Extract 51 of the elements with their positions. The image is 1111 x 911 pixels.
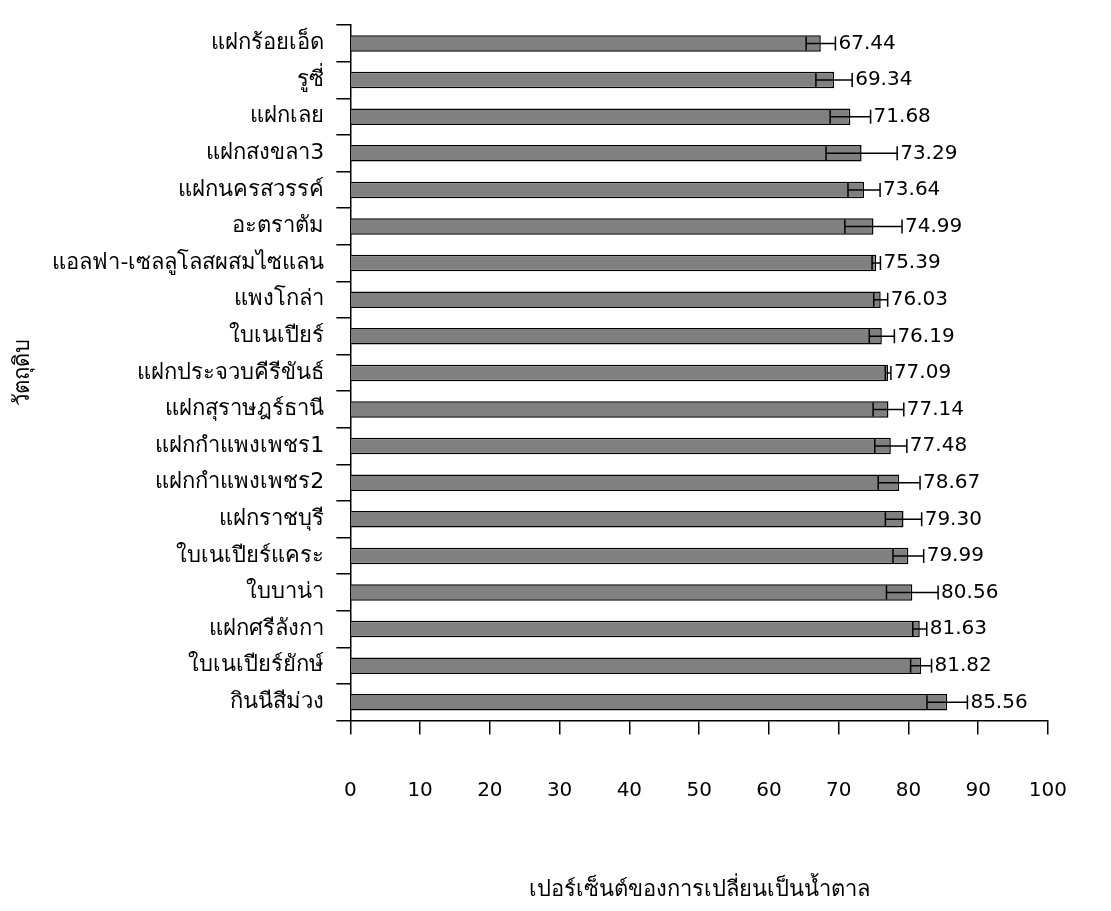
y-tick-label: ใบเนเปียร์แคระ: [176, 541, 325, 567]
y-tick-label: แฝกสงขลา3: [206, 139, 325, 165]
y-tick-label: แพงโกล่า: [234, 285, 325, 311]
y-tick-label: แฝกกำแพงเพชร1: [155, 431, 325, 457]
data-label: 74.99: [905, 212, 963, 237]
y-tick-label: แอลฟา-เซลลูโลสผสมไซแลน: [52, 248, 325, 275]
data-label: 73.29: [900, 139, 958, 164]
y-tick-label: แฝกสุราษฎร์ธานี: [165, 395, 325, 422]
x-tick-label: 0: [343, 776, 357, 801]
x-axis-title: เปอร์เซ็นต์ของการเปลี่ยนเป็นน้ำตาล: [528, 872, 870, 901]
y-tick-label: แฝกศรีลังกา: [209, 614, 325, 640]
data-label: 77.14: [906, 395, 965, 420]
x-tick-label: 20: [477, 776, 503, 801]
y-axis-title: วัตถุดิบ: [8, 339, 35, 407]
data-label: 75.39: [883, 249, 941, 274]
data-label: 71.68: [873, 102, 931, 127]
data-label: 69.34: [855, 66, 913, 91]
x-tick-label: 30: [546, 776, 573, 801]
y-tick-label: แฝกเลย: [250, 102, 325, 128]
y-tick-label: ใบบาน่า: [246, 578, 325, 604]
data-label: 85.56: [970, 688, 1028, 713]
data-label: 76.19: [897, 322, 955, 347]
x-tick-label: 100: [1028, 776, 1068, 801]
data-label: 80.56: [941, 578, 999, 603]
y-tick-label: อะตราตัม: [232, 212, 325, 238]
y-tick-label: รูซี่: [297, 62, 325, 92]
x-tick-label: 60: [756, 776, 782, 801]
x-tick-label: 80: [895, 776, 922, 801]
data-label: 73.64: [883, 176, 941, 201]
data-label: 77.09: [893, 359, 952, 384]
y-tick-label: แฝกกำแพงเพชร2: [155, 468, 325, 494]
y-tick-label: แฝกร้อยเอ็ด: [211, 27, 325, 55]
x-tick-label: 10: [407, 776, 433, 801]
y-tick-label: ใบเนเปียร์: [229, 322, 325, 348]
x-tick-label: 40: [616, 776, 643, 801]
data-label: 77.48: [909, 432, 968, 457]
y-tick-label: แฝกนครสวรรค์: [178, 175, 325, 201]
data-label: 79.99: [926, 542, 984, 567]
data-label: 78.67: [923, 468, 981, 493]
x-tick-label: 70: [825, 776, 852, 801]
y-tick-label: แฝกราชบุรี: [219, 505, 325, 532]
x-tick-label: 90: [965, 776, 991, 801]
y-tick-label: กินนีสีม่วง: [230, 688, 325, 714]
y-tick-label: ใบเนเปียร์ยักษ์: [188, 651, 325, 677]
x-tick-label: 50: [686, 776, 712, 801]
data-label: 81.63: [929, 615, 988, 640]
y-tick-label: แฝกประจวบคีรีขันธ์: [137, 358, 325, 384]
data-label: 81.82: [934, 651, 992, 676]
data-label: 76.03: [890, 285, 948, 310]
data-label: 67.44: [838, 29, 896, 54]
data-label: 79.30: [924, 505, 982, 530]
